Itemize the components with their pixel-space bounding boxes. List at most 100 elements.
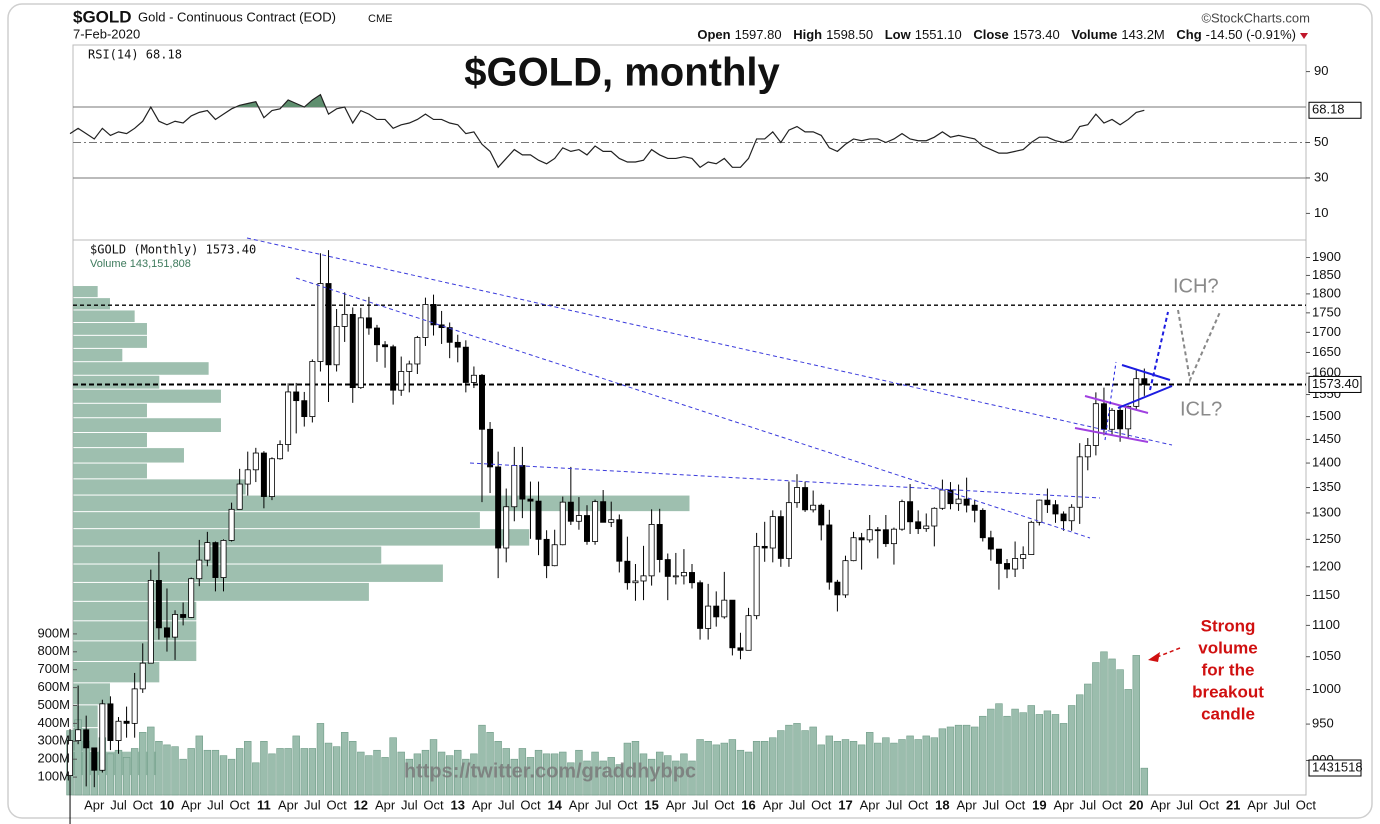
- volume-bar: [292, 735, 300, 796]
- annotation: Strong: [1201, 616, 1256, 635]
- candle-body: [794, 487, 800, 504]
- x-tick-label: 17: [838, 797, 852, 812]
- volume-by-price-bar: [73, 286, 98, 298]
- volume-bar: [559, 751, 567, 796]
- volume-bar: [672, 760, 680, 796]
- volume-bar: [437, 751, 446, 796]
- volume-tick-label: 800M: [37, 643, 70, 658]
- candle-body: [987, 537, 994, 550]
- x-tick-label: Oct: [811, 797, 832, 812]
- candle-body: [995, 548, 1002, 564]
- candle-body: [1084, 445, 1091, 458]
- y-tick-label: 1000: [1312, 681, 1341, 696]
- candle-body: [1141, 378, 1148, 385]
- candle-body: [349, 313, 356, 389]
- projection: [1149, 311, 1169, 391]
- candle-body: [244, 469, 251, 485]
- volume-bar: [163, 744, 171, 796]
- candle-body: [624, 560, 631, 584]
- y-tick-label: 950: [1312, 716, 1334, 731]
- volume-bar: [1019, 712, 1027, 796]
- candle-body: [285, 391, 292, 445]
- candle-body: [1117, 409, 1124, 430]
- volume-by-price-bar: [73, 601, 197, 621]
- candle-body: [123, 720, 130, 724]
- candle-body: [802, 487, 809, 511]
- quote-label: Chg: [1176, 27, 1201, 42]
- volume-bar: [130, 748, 139, 796]
- volume-by-price-bar: [73, 546, 382, 564]
- volume-bar: [381, 757, 389, 796]
- wedge-line: [1084, 395, 1149, 414]
- candle-body: [357, 317, 364, 389]
- candle-body: [608, 519, 615, 523]
- volume-bar: [971, 726, 979, 796]
- candle-body: [99, 703, 106, 771]
- candle-body: [1133, 378, 1140, 407]
- y-tick-label: 1800: [1312, 285, 1341, 300]
- volume-bar: [1003, 715, 1011, 796]
- quote-label: Close: [973, 27, 1008, 42]
- candle-body: [664, 559, 671, 577]
- candle-body: [293, 391, 300, 402]
- volume-bar: [478, 724, 486, 796]
- candle-body: [761, 545, 768, 549]
- candle-body: [575, 515, 582, 522]
- candle-body: [1109, 409, 1116, 430]
- volume-bar: [227, 758, 236, 796]
- volume-bar: [728, 739, 737, 796]
- candle-body: [212, 542, 219, 578]
- projection: [1177, 309, 1221, 384]
- volume-bar: [793, 723, 801, 796]
- y-tick-label: 1300: [1312, 504, 1341, 519]
- y-tick-label: 1650: [1312, 344, 1341, 359]
- volume-bar: [607, 757, 615, 796]
- candle-body: [1012, 558, 1019, 570]
- candle-body: [826, 524, 833, 583]
- x-tick-label: Jul: [789, 797, 806, 812]
- candle-body: [172, 614, 179, 638]
- volume-by-price-bar: [73, 564, 443, 582]
- wedge-line: [1074, 427, 1149, 443]
- candle-body: [535, 500, 542, 540]
- x-tick-label: 12: [354, 797, 368, 812]
- candle-body: [680, 572, 687, 577]
- candle-body: [1125, 405, 1132, 430]
- candle-body: [1068, 506, 1075, 522]
- volume-bar: [833, 740, 842, 796]
- volume-bar: [874, 742, 882, 796]
- volume-bar: [995, 703, 1003, 796]
- volume-bar: [308, 748, 317, 796]
- quote-label: Low: [885, 27, 912, 42]
- volume-bar: [623, 742, 632, 796]
- quote-label: Volume: [1071, 27, 1117, 42]
- volume-bar: [817, 744, 825, 796]
- quote-label: High: [793, 27, 822, 42]
- candle-body: [406, 363, 413, 372]
- x-tick-label: Jul: [110, 797, 127, 812]
- x-tick-label: Oct: [520, 797, 541, 812]
- candle-body: [567, 501, 574, 522]
- volume-bar: [179, 758, 187, 796]
- volume-bar: [502, 748, 510, 796]
- y-tick-label: 1900: [1312, 249, 1341, 264]
- volume-by-price-bar: [73, 323, 147, 335]
- volume-bar: [219, 755, 228, 796]
- candle-body: [850, 537, 857, 562]
- y-tick-label: 1450: [1312, 431, 1341, 446]
- volume-tick-label: 500M: [37, 697, 70, 712]
- volume-bar: [332, 746, 341, 796]
- volume-bar: [769, 737, 777, 796]
- candle-body: [309, 361, 316, 418]
- quote-value: 1573.40: [1013, 27, 1060, 42]
- y-tick-label: 1050: [1312, 648, 1341, 663]
- flag-line: [1117, 385, 1173, 409]
- x-tick-label: Jul: [498, 797, 515, 812]
- down-arrow: [1300, 33, 1308, 39]
- candle-body: [963, 498, 970, 506]
- candle-body: [131, 688, 138, 724]
- price-tag: 1573.40: [1312, 376, 1359, 391]
- volume-bar: [922, 735, 930, 796]
- volume-bar: [454, 749, 462, 796]
- candle-body: [979, 509, 986, 539]
